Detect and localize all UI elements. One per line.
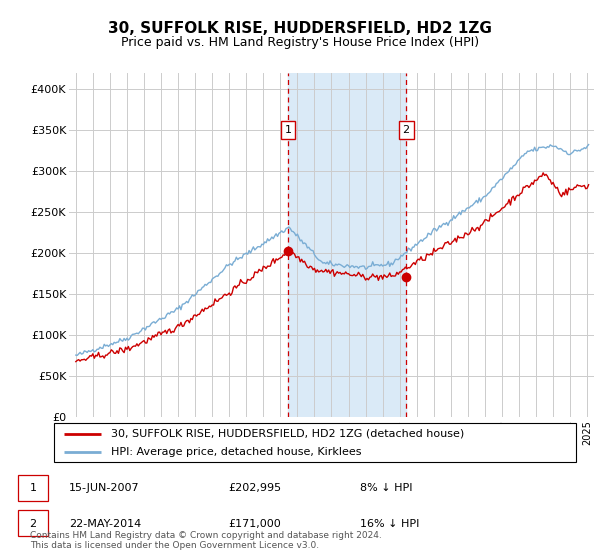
Bar <box>288 73 406 417</box>
Text: 16% ↓ HPI: 16% ↓ HPI <box>360 519 419 529</box>
Text: 1: 1 <box>29 483 37 493</box>
Text: £202,995: £202,995 <box>228 483 281 493</box>
FancyBboxPatch shape <box>54 423 576 462</box>
Text: 15-JUN-2007: 15-JUN-2007 <box>69 483 140 493</box>
Text: 2: 2 <box>29 519 37 529</box>
Text: 8% ↓ HPI: 8% ↓ HPI <box>360 483 413 493</box>
Text: 22-MAY-2014: 22-MAY-2014 <box>69 519 141 529</box>
Text: 1: 1 <box>284 125 292 135</box>
Text: 2: 2 <box>403 125 410 135</box>
Text: 30, SUFFOLK RISE, HUDDERSFIELD, HD2 1ZG (detached house): 30, SUFFOLK RISE, HUDDERSFIELD, HD2 1ZG … <box>112 429 464 439</box>
Text: Price paid vs. HM Land Registry's House Price Index (HPI): Price paid vs. HM Land Registry's House … <box>121 36 479 49</box>
Text: £171,000: £171,000 <box>228 519 281 529</box>
Text: Contains HM Land Registry data © Crown copyright and database right 2024.
This d: Contains HM Land Registry data © Crown c… <box>30 530 382 550</box>
Text: 30, SUFFOLK RISE, HUDDERSFIELD, HD2 1ZG: 30, SUFFOLK RISE, HUDDERSFIELD, HD2 1ZG <box>108 21 492 36</box>
Text: HPI: Average price, detached house, Kirklees: HPI: Average price, detached house, Kirk… <box>112 447 362 457</box>
